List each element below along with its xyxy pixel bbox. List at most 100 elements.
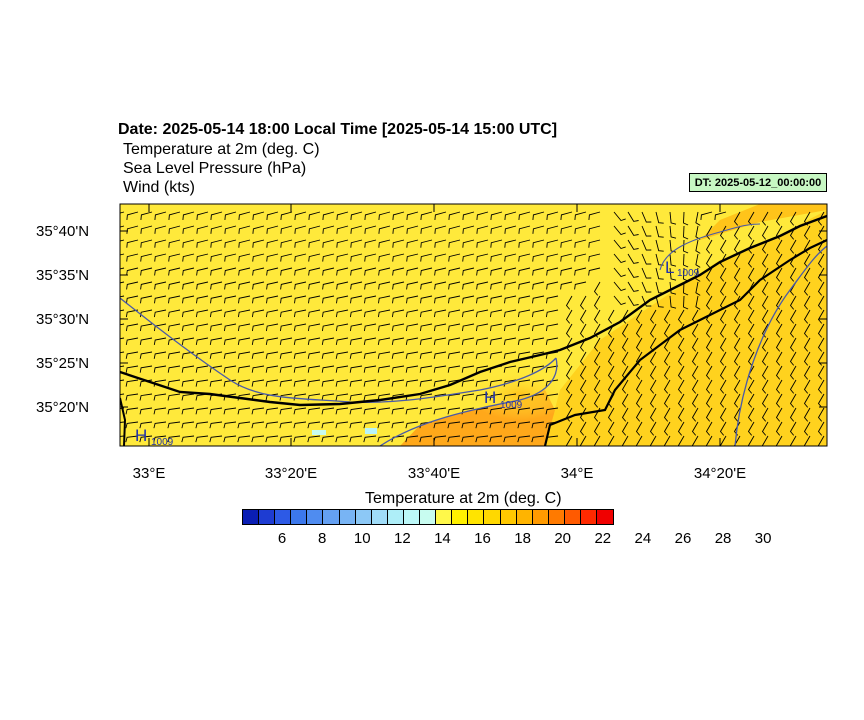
wind-barb xyxy=(627,281,639,292)
cool-patch xyxy=(365,428,377,434)
wind-barb xyxy=(649,393,657,408)
isobar xyxy=(379,357,558,446)
wind-barb xyxy=(503,421,517,429)
wind-barb xyxy=(761,211,769,226)
wind-barb xyxy=(695,295,701,310)
wind-barb xyxy=(789,267,797,282)
wind-barb xyxy=(613,295,626,306)
wind-barb xyxy=(733,393,741,408)
wind-barb xyxy=(761,393,769,408)
wind-barb xyxy=(349,421,363,429)
colorbar-cell xyxy=(580,510,598,524)
wind-barb xyxy=(420,267,433,276)
wind-barb xyxy=(803,323,811,338)
wind-barb xyxy=(139,323,153,332)
wind-barb xyxy=(517,337,531,345)
wind-barb xyxy=(335,309,349,318)
wind-barb xyxy=(377,351,391,359)
wind-barb xyxy=(503,309,517,318)
wind-barb xyxy=(125,421,139,429)
wind-barb xyxy=(518,253,531,262)
isobar xyxy=(659,223,761,271)
wind-barb xyxy=(308,211,321,220)
wind-barb xyxy=(223,435,237,443)
wind-barb xyxy=(280,295,293,304)
wind-barb xyxy=(392,267,405,276)
wind-barb xyxy=(125,393,139,401)
colorbar-cell xyxy=(355,510,372,524)
wind-barb xyxy=(641,253,652,265)
wind-barb xyxy=(420,281,433,290)
wind-barb xyxy=(579,323,587,338)
wind-barb xyxy=(294,253,307,262)
colorbar-cell xyxy=(339,510,356,524)
wind-barb xyxy=(447,323,461,332)
wind-barb xyxy=(153,309,167,318)
wind-barb xyxy=(377,421,391,429)
wind-barb xyxy=(761,281,769,296)
wind-barb xyxy=(279,421,293,429)
wind-barb xyxy=(489,393,503,401)
wind-barb xyxy=(349,323,363,332)
wind-barb xyxy=(621,421,629,436)
wind-barb xyxy=(378,295,391,304)
wind-barb xyxy=(489,309,503,318)
wind-barb xyxy=(350,281,363,290)
wind-barb xyxy=(223,421,237,429)
wind-barb xyxy=(196,253,209,262)
wind-barb xyxy=(462,253,475,262)
wind-barb xyxy=(663,337,671,352)
wind-barb xyxy=(627,211,639,222)
wind-barb xyxy=(140,267,153,276)
wind-barb xyxy=(627,225,639,236)
wind-barb xyxy=(167,421,181,429)
wind-barb xyxy=(322,253,335,262)
wind-barb xyxy=(195,323,209,332)
wind-barb xyxy=(593,365,601,380)
wind-barb xyxy=(733,267,741,282)
wind-barb xyxy=(503,365,517,373)
wind-barb xyxy=(224,225,237,234)
wind-barb xyxy=(560,267,573,276)
wind-barb xyxy=(775,239,783,254)
wind-barb xyxy=(683,211,689,226)
wind-barb xyxy=(252,281,265,290)
wind-barb xyxy=(775,379,783,394)
wind-barb xyxy=(223,351,237,359)
wind-barb xyxy=(649,365,657,380)
wind-barb xyxy=(125,323,139,332)
wind-barb xyxy=(489,323,503,332)
wind-barb xyxy=(168,225,181,234)
wind-barb xyxy=(238,267,251,276)
wind-barb xyxy=(613,267,626,278)
wind-barb xyxy=(775,393,783,408)
wind-barb xyxy=(593,323,601,338)
wind-barb xyxy=(322,267,335,276)
wind-barb xyxy=(363,435,377,443)
wind-barb xyxy=(308,281,321,290)
wind-barb xyxy=(789,421,797,436)
wind-barb xyxy=(433,393,447,401)
wind-barb xyxy=(168,281,181,290)
wind-barb xyxy=(364,239,377,248)
wind-barb xyxy=(167,393,181,401)
wind-barb xyxy=(181,323,195,332)
wind-barb xyxy=(476,295,489,304)
wind-barb xyxy=(531,407,545,415)
wind-barb xyxy=(181,365,195,373)
wind-barb xyxy=(461,323,475,332)
wind-barb xyxy=(719,323,727,338)
wind-barb xyxy=(775,421,783,436)
wind-barb xyxy=(803,267,811,282)
wind-barb xyxy=(168,295,181,304)
dt-badge: DT: 2025-05-12_00:00:00 xyxy=(689,173,827,192)
wind-barb xyxy=(419,435,433,443)
wind-barb xyxy=(560,281,573,290)
wind-barb xyxy=(391,421,405,429)
wind-barb xyxy=(448,211,461,220)
wind-barb xyxy=(405,365,419,373)
wind-barb xyxy=(518,211,531,220)
wind-barb xyxy=(503,337,517,345)
wind-barb xyxy=(565,309,573,324)
variable-pressure-label: Sea Level Pressure (hPa) xyxy=(123,160,307,177)
